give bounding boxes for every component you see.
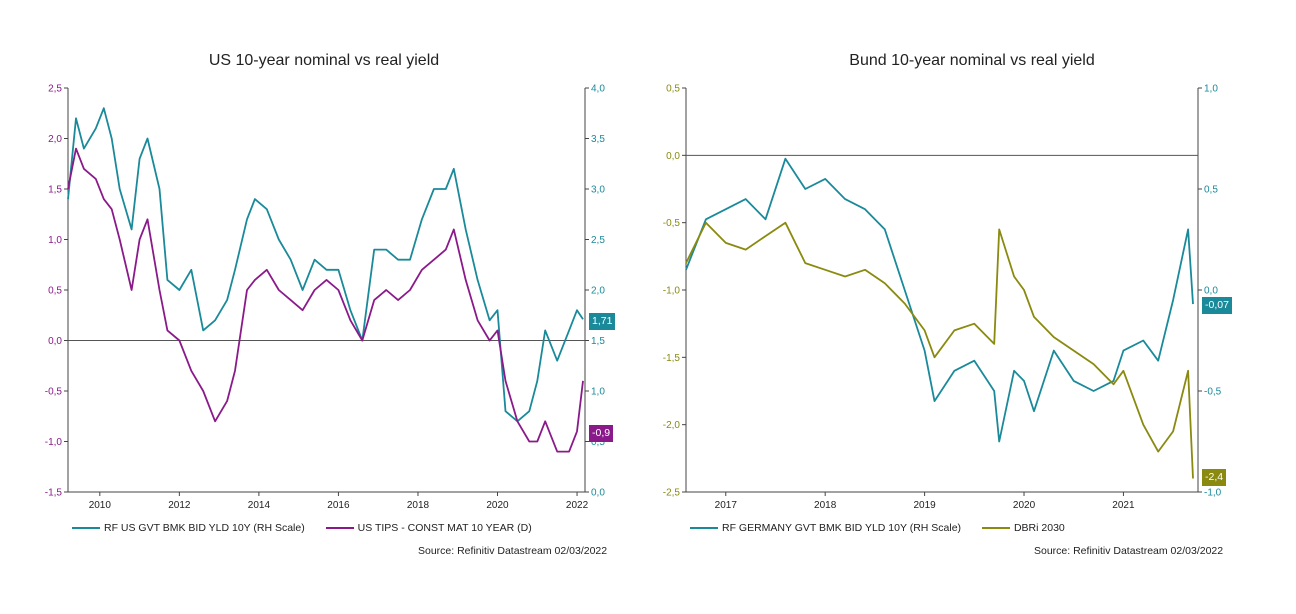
left-tick-label: 0,0 [666,151,680,162]
legend: RF US GVT BMK BID YLD 10Y (RH Scale) US … [72,522,550,534]
x-tick-label: 2017 [715,500,738,511]
chart-panel-us: US 10-year nominal vs real yield 2,5 2,0 1… [45,52,616,557]
left-tick-label: -2,0 [663,420,681,431]
end-label-real: -2,4 [1202,469,1227,486]
end-label-real: -0,9 [589,425,614,442]
legend-swatch-teal [72,527,100,530]
chart-title: Bund 10-year nominal vs real yield [849,52,1095,69]
x-tick-label: 2012 [168,500,191,511]
legend-item-nominal: RF US GVT BMK BID YLD 10Y (RH Scale) [72,522,305,534]
left-tick-label: -0,5 [663,218,681,229]
left-tick-label: 0,0 [48,336,62,347]
legend-label: RF GERMANY GVT BMK BID YLD 10Y (RH Scale… [722,522,962,534]
left-tick-label: 0,5 [48,286,62,297]
left-tick-label: -2,5 [663,488,681,499]
x-tick-label: 2020 [486,500,509,511]
chart-title: US 10-year nominal vs real yield [208,52,440,69]
x-tick-label: 2010 [89,500,112,511]
legend-label: US TIPS - CONST MAT 10 YEAR (D) [357,522,532,534]
left-tick-label: -1,0 [663,286,681,297]
right-tick-label: 1,5 [591,336,605,347]
right-tick-label: 0,0 [1204,286,1218,297]
x-tick-label: 2019 [913,500,936,511]
series-line-teal [685,157,1194,443]
source-note: Source: Refinitiv Datastream 02/03/2022 [418,545,608,557]
x-tick-label: 2018 [407,500,430,511]
right-tick-label: 3,5 [591,134,605,145]
left-tick-label: -1,5 [663,353,681,364]
right-tick-label: 1,0 [1204,84,1218,95]
x-tick-label: 2020 [1013,500,1036,511]
right-tick-label: 3,0 [591,185,605,196]
right-tick-label: 2,0 [591,286,605,297]
right-tick-label: -0,5 [1204,387,1222,398]
x-tick-label: 2022 [566,500,589,511]
left-tick-label: 1,0 [48,235,62,246]
x-tick-label: 2016 [327,500,350,511]
legend: RF GERMANY GVT BMK BID YLD 10Y (RH Scale… [690,522,1083,534]
right-tick-label: 0,5 [591,437,605,448]
left-tick-label: 0,5 [666,84,680,95]
series-line-purple [67,147,584,453]
legend-swatch-purple [325,527,354,530]
left-tick-label: -0,5 [45,387,63,398]
legend-item-nominal: RF GERMANY GVT BMK BID YLD 10Y (RH Scale… [690,522,961,534]
left-tick-label: 2,5 [48,84,62,95]
left-tick-label: -1,5 [45,488,63,499]
chart-panel-bund: Bund 10-year nominal vs real yield 0,5 0,… [648,0,1296,614]
right-tick-label: 1,0 [591,387,605,398]
end-label-nominal: -0,07 [1202,297,1232,314]
right-tick-label: 2,5 [591,235,605,246]
left-tick-label: 2,0 [48,134,62,145]
left-tick-label: 1,5 [48,185,62,196]
legend-label: RF US GVT BMK BID YLD 10Y (RH Scale) [104,522,305,534]
right-tick-label: 0,0 [591,488,605,499]
legend-item-real: US TIPS - CONST MAT 10 YEAR (D) [325,522,532,534]
left-tick-label: -1,0 [45,437,63,448]
series-line-olive [685,221,1194,479]
right-tick-label: 0,5 [1204,185,1218,196]
chart-canvas-us: 2,5 2,0 1,5 1,0 0,5 0,0 -0,5 -1,0 -1,5 4,0 3,5 3,0 2… [45,84,606,512]
end-label-nominal: 1,71 [589,313,616,330]
chart-canvas-bund: 0,5 0,0 -0,5 -1,0 -1,5 -2,0 -2,5 1,0 0,5 0,0 -0,5 -… [663,84,1222,512]
legend-label: DBRi 2030 [1013,522,1065,534]
series-line-teal [67,107,584,423]
legend-item-real: DBRi 2030 [981,522,1065,534]
right-tick-label: -1,0 [1204,488,1222,499]
legend-swatch-teal [690,527,718,530]
x-tick-label: 2018 [814,500,837,511]
legend-swatch-olive [981,527,1010,530]
x-tick-label: 2021 [1112,500,1135,511]
x-tick-label: 2014 [248,500,271,511]
right-tick-label: 4,0 [591,84,605,95]
source-note: Source: Refinitiv Datastream 02/03/2022 [1034,545,1224,557]
